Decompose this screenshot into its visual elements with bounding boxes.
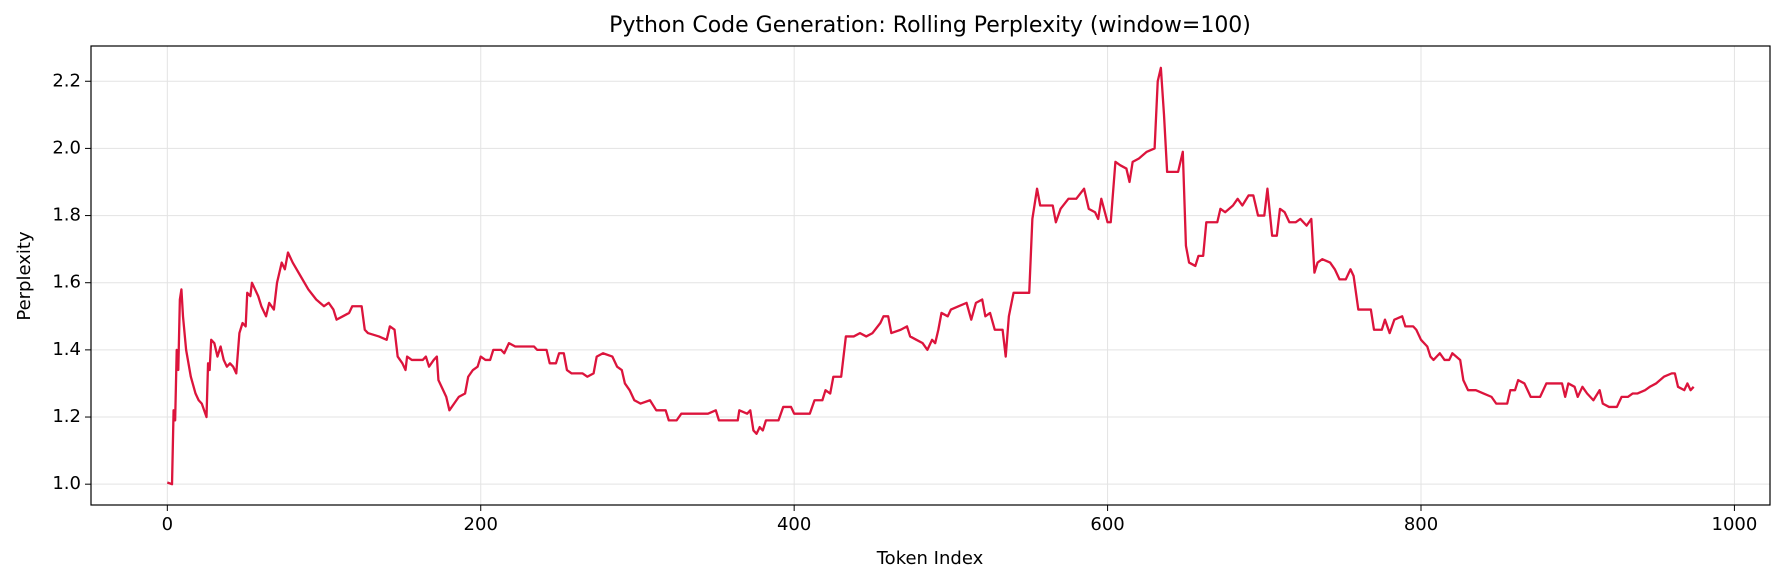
x-tick-label: 1000 [1712,514,1758,535]
plot-frame [90,45,1771,506]
chart-title: Python Code Generation: Rolling Perplexi… [609,13,1251,38]
x-tick-label: 200 [464,514,498,535]
data-line [166,66,1695,486]
y-tick-label: 1.4 [52,339,81,360]
y-tick-label: 1.2 [52,406,81,427]
y-axis-label: Perplexity [14,231,35,321]
y-tick-label: 1.6 [52,272,81,293]
x-tick-label: 600 [1090,514,1124,535]
y-tick-label: 2.2 [52,70,81,91]
x-axis-label: Token Index [876,548,984,569]
x-tick-label: 0 [162,514,173,535]
y-tick-label: 1.8 [52,205,81,226]
x-tick-label: 800 [1404,514,1438,535]
x-tick-label: 400 [777,514,811,535]
y-tick-label: 2.0 [52,137,81,158]
y-tick-label: 1.0 [52,473,81,494]
